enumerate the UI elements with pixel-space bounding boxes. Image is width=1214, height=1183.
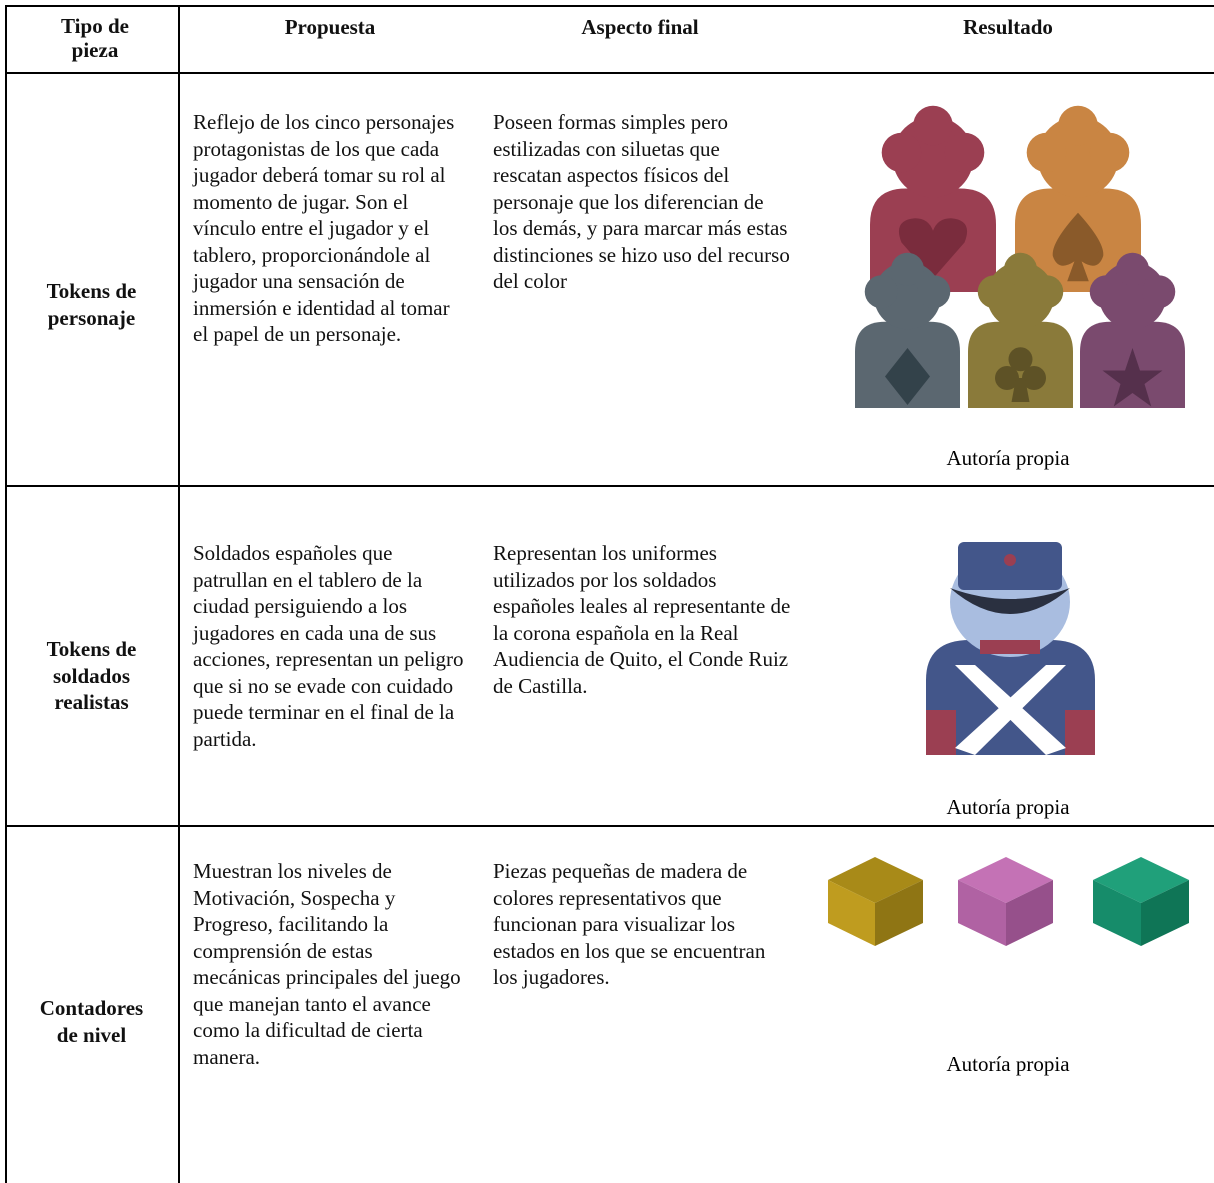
rule [5,5,1214,7]
column-header: Propuesta [284,15,376,39]
proposal: Reflejo de los cinco personajes protagon… [193,110,455,346]
appearance: Representan los uniformes utilizados por… [493,541,791,698]
proposal: Muestran los niveles de Motivación, Sosp… [193,859,461,1069]
row-type: Tokens de personaje [46,279,137,330]
rule [178,5,180,1183]
rule [5,825,1214,827]
token-orange [1015,105,1141,292]
rule [5,5,7,1183]
column-header: Tipo de pieza [61,14,129,62]
token-red [870,105,996,292]
soldier-token [926,542,1095,755]
token-gray [855,252,960,408]
cube-yellow [828,857,923,946]
caption: Autoría propia [946,1052,1070,1076]
appearance: Piezas pequeñas de madera de colores rep… [493,859,766,989]
proposal: Soldados españoles que patrullan en el t… [193,541,464,751]
cube-pink [958,857,1053,946]
column-header: Aspecto final [581,15,699,39]
cube-green [1093,857,1189,946]
caption: Autoría propia [946,446,1070,470]
token-purple [1080,252,1185,408]
caption: Autoría propia [946,795,1070,819]
rule [5,72,1214,74]
appearance: Poseen formas simples pero estilizadas c… [493,110,790,293]
row-type: Contadores de nivel [39,996,144,1047]
rule [5,485,1214,487]
token-olive [968,252,1073,408]
column-header: Resultado [963,15,1053,39]
row-type: Tokens de soldados realistas [46,637,137,714]
